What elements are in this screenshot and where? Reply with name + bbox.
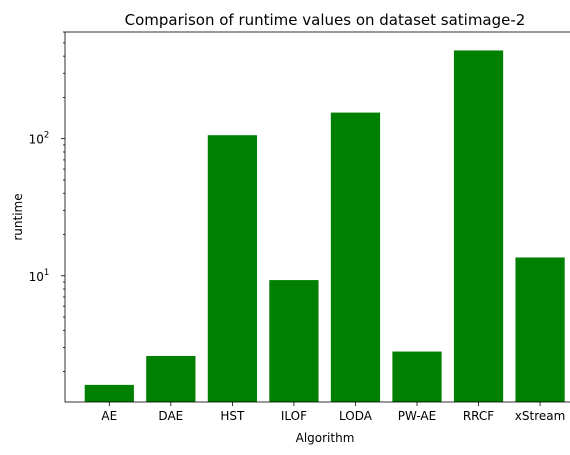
x-tick-label: RRCF	[463, 409, 494, 423]
bar-hst	[207, 135, 257, 402]
bar-ilof	[269, 280, 319, 402]
x-tick-label: ILOF	[281, 409, 307, 423]
plot-frame	[64, 31, 570, 403]
bar-pw-ae	[392, 351, 442, 402]
x-tick-label: AE	[101, 409, 117, 423]
x-axis-ticks: AE DAE HST ILOF LODA PW-AE RRCF xStream	[101, 402, 565, 423]
bar-dae	[146, 355, 196, 402]
bar-ae	[84, 384, 134, 402]
bars-group	[84, 50, 565, 403]
x-axis-label: Algorithm	[296, 431, 355, 445]
x-tick-label: DAE	[158, 409, 183, 423]
y-axis-label: runtime	[11, 193, 25, 240]
y-tick-label: 101	[29, 268, 50, 284]
bar-loda	[330, 112, 381, 402]
bar-xstream	[515, 257, 565, 402]
x-tick-label: xStream	[515, 409, 566, 423]
y-axis-ticks: 101 102	[29, 31, 65, 372]
chart-title: Comparison of runtime values on dataset …	[125, 11, 526, 29]
y-tick-label: 102	[29, 131, 50, 147]
x-tick-label: PW-AE	[398, 409, 436, 423]
x-tick-label: HST	[220, 409, 245, 423]
bar-rrcf	[453, 50, 504, 403]
x-tick-label: LODA	[339, 409, 373, 423]
